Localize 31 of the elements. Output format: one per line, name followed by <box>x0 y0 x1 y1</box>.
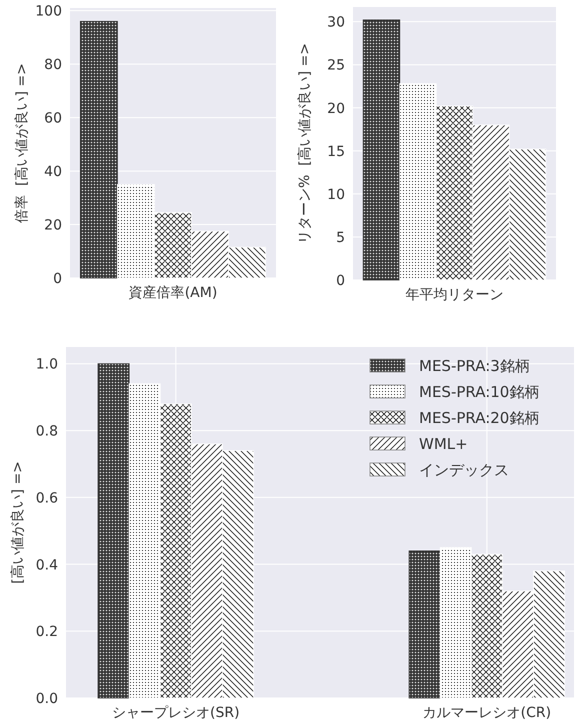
y-tick-label: 0 <box>336 273 345 289</box>
y-tick-label: 60 <box>44 110 62 127</box>
y-tick-label: 30 <box>327 14 345 31</box>
y-tick-label: 20 <box>44 218 62 234</box>
x-tick-label: カルマーレシオ(CR) <box>422 705 552 721</box>
legend-label: MES-PRA:10銘柄 <box>419 383 540 401</box>
y-tick-label: 0 <box>53 271 62 287</box>
legend-label: MES-PRA:20銘柄 <box>419 409 540 427</box>
y-tick-label: 0.2 <box>36 624 58 640</box>
legend-label: インデックス <box>419 461 509 479</box>
x-axis-title: 年平均リターン <box>406 287 504 303</box>
y-axis-title: [高い値が良い] => <box>10 461 26 584</box>
y-tick-label: 1.0 <box>36 356 58 373</box>
legend-label: WML+ <box>419 435 468 453</box>
y-tick-label: 25 <box>327 58 345 74</box>
x-axis-title: 資産倍率(AM) <box>128 285 218 301</box>
x-tick-label: シャープレシオ(SR) <box>112 705 240 721</box>
y-tick-label: 20 <box>327 100 345 117</box>
y-tick-label: 10 <box>327 186 345 203</box>
y-tick-label: 40 <box>44 164 62 180</box>
y-tick-label: 100 <box>35 4 62 20</box>
y-axis-title: 倍率 [高い値が良い] => <box>14 63 30 223</box>
y-tick-label: 15 <box>327 144 345 160</box>
y-tick-label: 0.4 <box>36 557 58 574</box>
y-axis-title: リターン% [高い値が良い] => <box>297 42 313 244</box>
legend-label: MES-PRA:3銘柄 <box>419 357 530 375</box>
y-tick-label: 5 <box>336 230 345 246</box>
y-tick-label: 0.0 <box>36 691 58 707</box>
y-tick-label: 0.8 <box>36 424 58 440</box>
y-tick-label: 0.6 <box>36 490 58 506</box>
y-tick-label: 80 <box>44 57 62 74</box>
